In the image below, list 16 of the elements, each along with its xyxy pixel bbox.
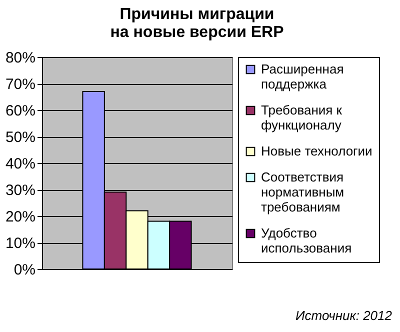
- legend-label: Соответствия нормативным требованиям: [261, 170, 344, 214]
- y-tick-label: 70%: [5, 76, 36, 93]
- y-tick-label: 20%: [5, 208, 36, 226]
- y-tick-label: 10%: [5, 235, 36, 252]
- y-tick-label: 0%: [14, 262, 36, 278]
- legend-label: Требования к функционалу: [261, 102, 342, 132]
- legend-label: Расширенная поддержка: [261, 62, 344, 92]
- y-tick-label: 60%: [5, 102, 36, 120]
- y-tick-label: 50%: [5, 129, 36, 146]
- y-tick-label: 30%: [5, 182, 36, 199]
- legend-label: Удобство использования: [261, 226, 352, 256]
- y-tick-label: 40%: [5, 156, 36, 172]
- y-tick-label: 80%: [5, 50, 36, 66]
- chart-title: Причины миграции на новые версии ERP: [110, 6, 284, 41]
- text: Источник: 2012: [294, 308, 392, 323]
- legend-label: Новые технологии: [261, 144, 372, 158]
